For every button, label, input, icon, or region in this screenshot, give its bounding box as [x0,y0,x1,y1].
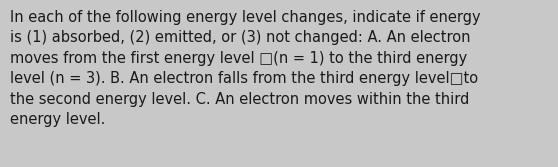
Text: In each of the following energy level changes, indicate if energy
is (1) absorbe: In each of the following energy level ch… [10,10,480,127]
